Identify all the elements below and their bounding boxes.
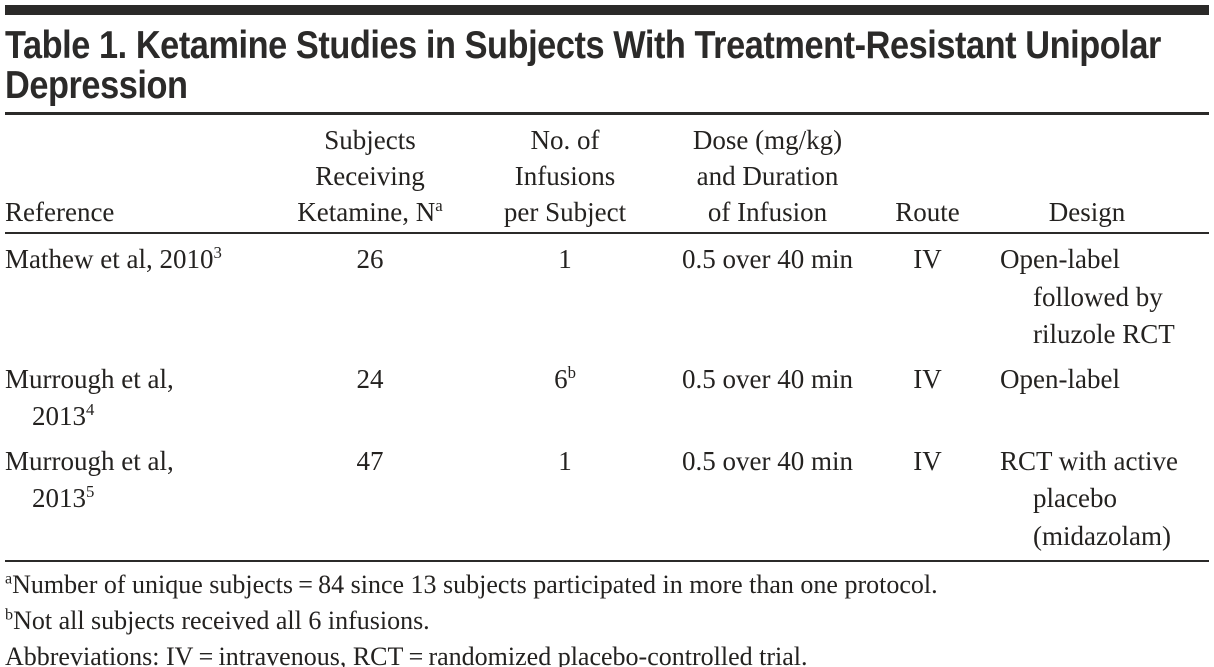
column-header-design: Design [1048,197,1126,227]
column-header-dose: Dose (mg/kg) and Duration of Infusion [692,125,843,227]
cell-reference: Murrough et al, 20134 [5,363,174,432]
cell-design: Open-label followed by riluzole RCT [1000,244,1175,349]
top-rule-thick [5,5,1209,15]
column-header-route: Route [895,197,960,227]
header-bottom-rule [5,232,1209,234]
cell-reference: Murrough et al, 20135 [5,445,174,514]
table-title: Table 1. Ketamine Studies in Subjects Wi… [5,24,1161,107]
cell-infusions: 1 [558,244,572,274]
cell-design: RCT with active placebo (midazolam) [1000,445,1178,551]
table-row: Murrough et al, 20135 47 1 0.5 over 40 mi… [5,436,1209,561]
title-bottom-rule [5,112,1209,115]
table-row: Mathew et al, 20103 26 1 0.5 over 40 min… [5,234,1209,354]
cell-reference: Mathew et al, 20103 [5,243,222,274]
cell-dose: 0.5 over 40 min [682,363,853,394]
cell-route: IV [913,445,942,476]
table-row: Murrough et al, 20134 24 6b 0.5 over 40 m… [5,354,1209,436]
body-bottom-rule [5,560,1209,562]
footnote-abbreviations: Abbreviations: IV = intravenous, RCT = r… [5,642,808,667]
cell-design: Open-label [1000,363,1120,394]
cell-route: IV [913,244,942,274]
cell-subjects: 24 [356,363,384,394]
cell-route: IV [913,363,942,394]
table-header-row: Reference Subjects Receiving Ketamine, Na … [5,115,1209,232]
cell-dose: 0.5 over 40 min [682,445,853,476]
cell-infusions: 1 [558,445,572,476]
cell-subjects: 26 [356,244,384,274]
cell-subjects: 47 [356,445,384,476]
column-header-infusions: No. of Infusions per Subject [503,125,627,227]
cell-infusions: 6b [554,362,576,394]
footnote-b: bNot all subjects received all 6 infusio… [5,606,430,635]
column-header-subjects: Subjects Receiving Ketamine, Na [297,125,443,227]
footnote-a: aNumber of unique subjects = 84 since 13… [5,570,938,599]
cell-dose: 0.5 over 40 min [682,244,853,274]
column-header-reference: Reference [5,197,115,227]
table-footnotes: aNumber of unique subjects = 84 since 13… [5,562,1209,667]
